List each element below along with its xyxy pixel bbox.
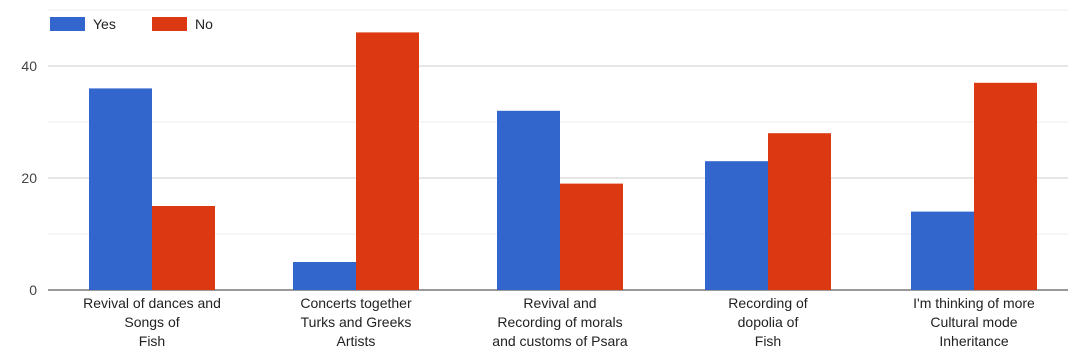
x-category-label: Revival of dances and Songs of Fish [83,295,221,349]
legend-label-no: No [195,16,213,32]
x-category-label: Concerts together Turks and Greeks Artists [300,295,412,349]
x-category-label: Recording of dopolia of Fish [728,295,807,349]
legend-swatch-yes [50,17,85,31]
y-tick-label: 0 [29,282,37,298]
legend-swatch-no [152,17,187,31]
bar-no [768,133,831,290]
bar-yes [497,110,560,290]
bar-yes [911,211,974,290]
bar-no [974,82,1037,290]
bar-yes [705,161,768,290]
bars [89,32,1037,291]
x-axis-category-labels: Revival of dances and Songs of Fish Concert… [83,295,1035,349]
bar-no [356,32,419,291]
legend: Yes No [50,16,213,32]
bar-yes [293,262,356,290]
y-axis: 0 20 40 [21,58,37,298]
x-category-label: I'm thinking of more Cultural mode Inherit… [913,295,1035,349]
bar-no [152,206,215,290]
bar-no [560,183,623,290]
x-category-label: Revival and Recording of morals and custom… [492,295,628,349]
bar-yes [89,88,152,291]
y-tick-label: 40 [21,58,37,74]
legend-label-yes: Yes [93,16,116,32]
y-tick-label: 20 [21,170,37,186]
